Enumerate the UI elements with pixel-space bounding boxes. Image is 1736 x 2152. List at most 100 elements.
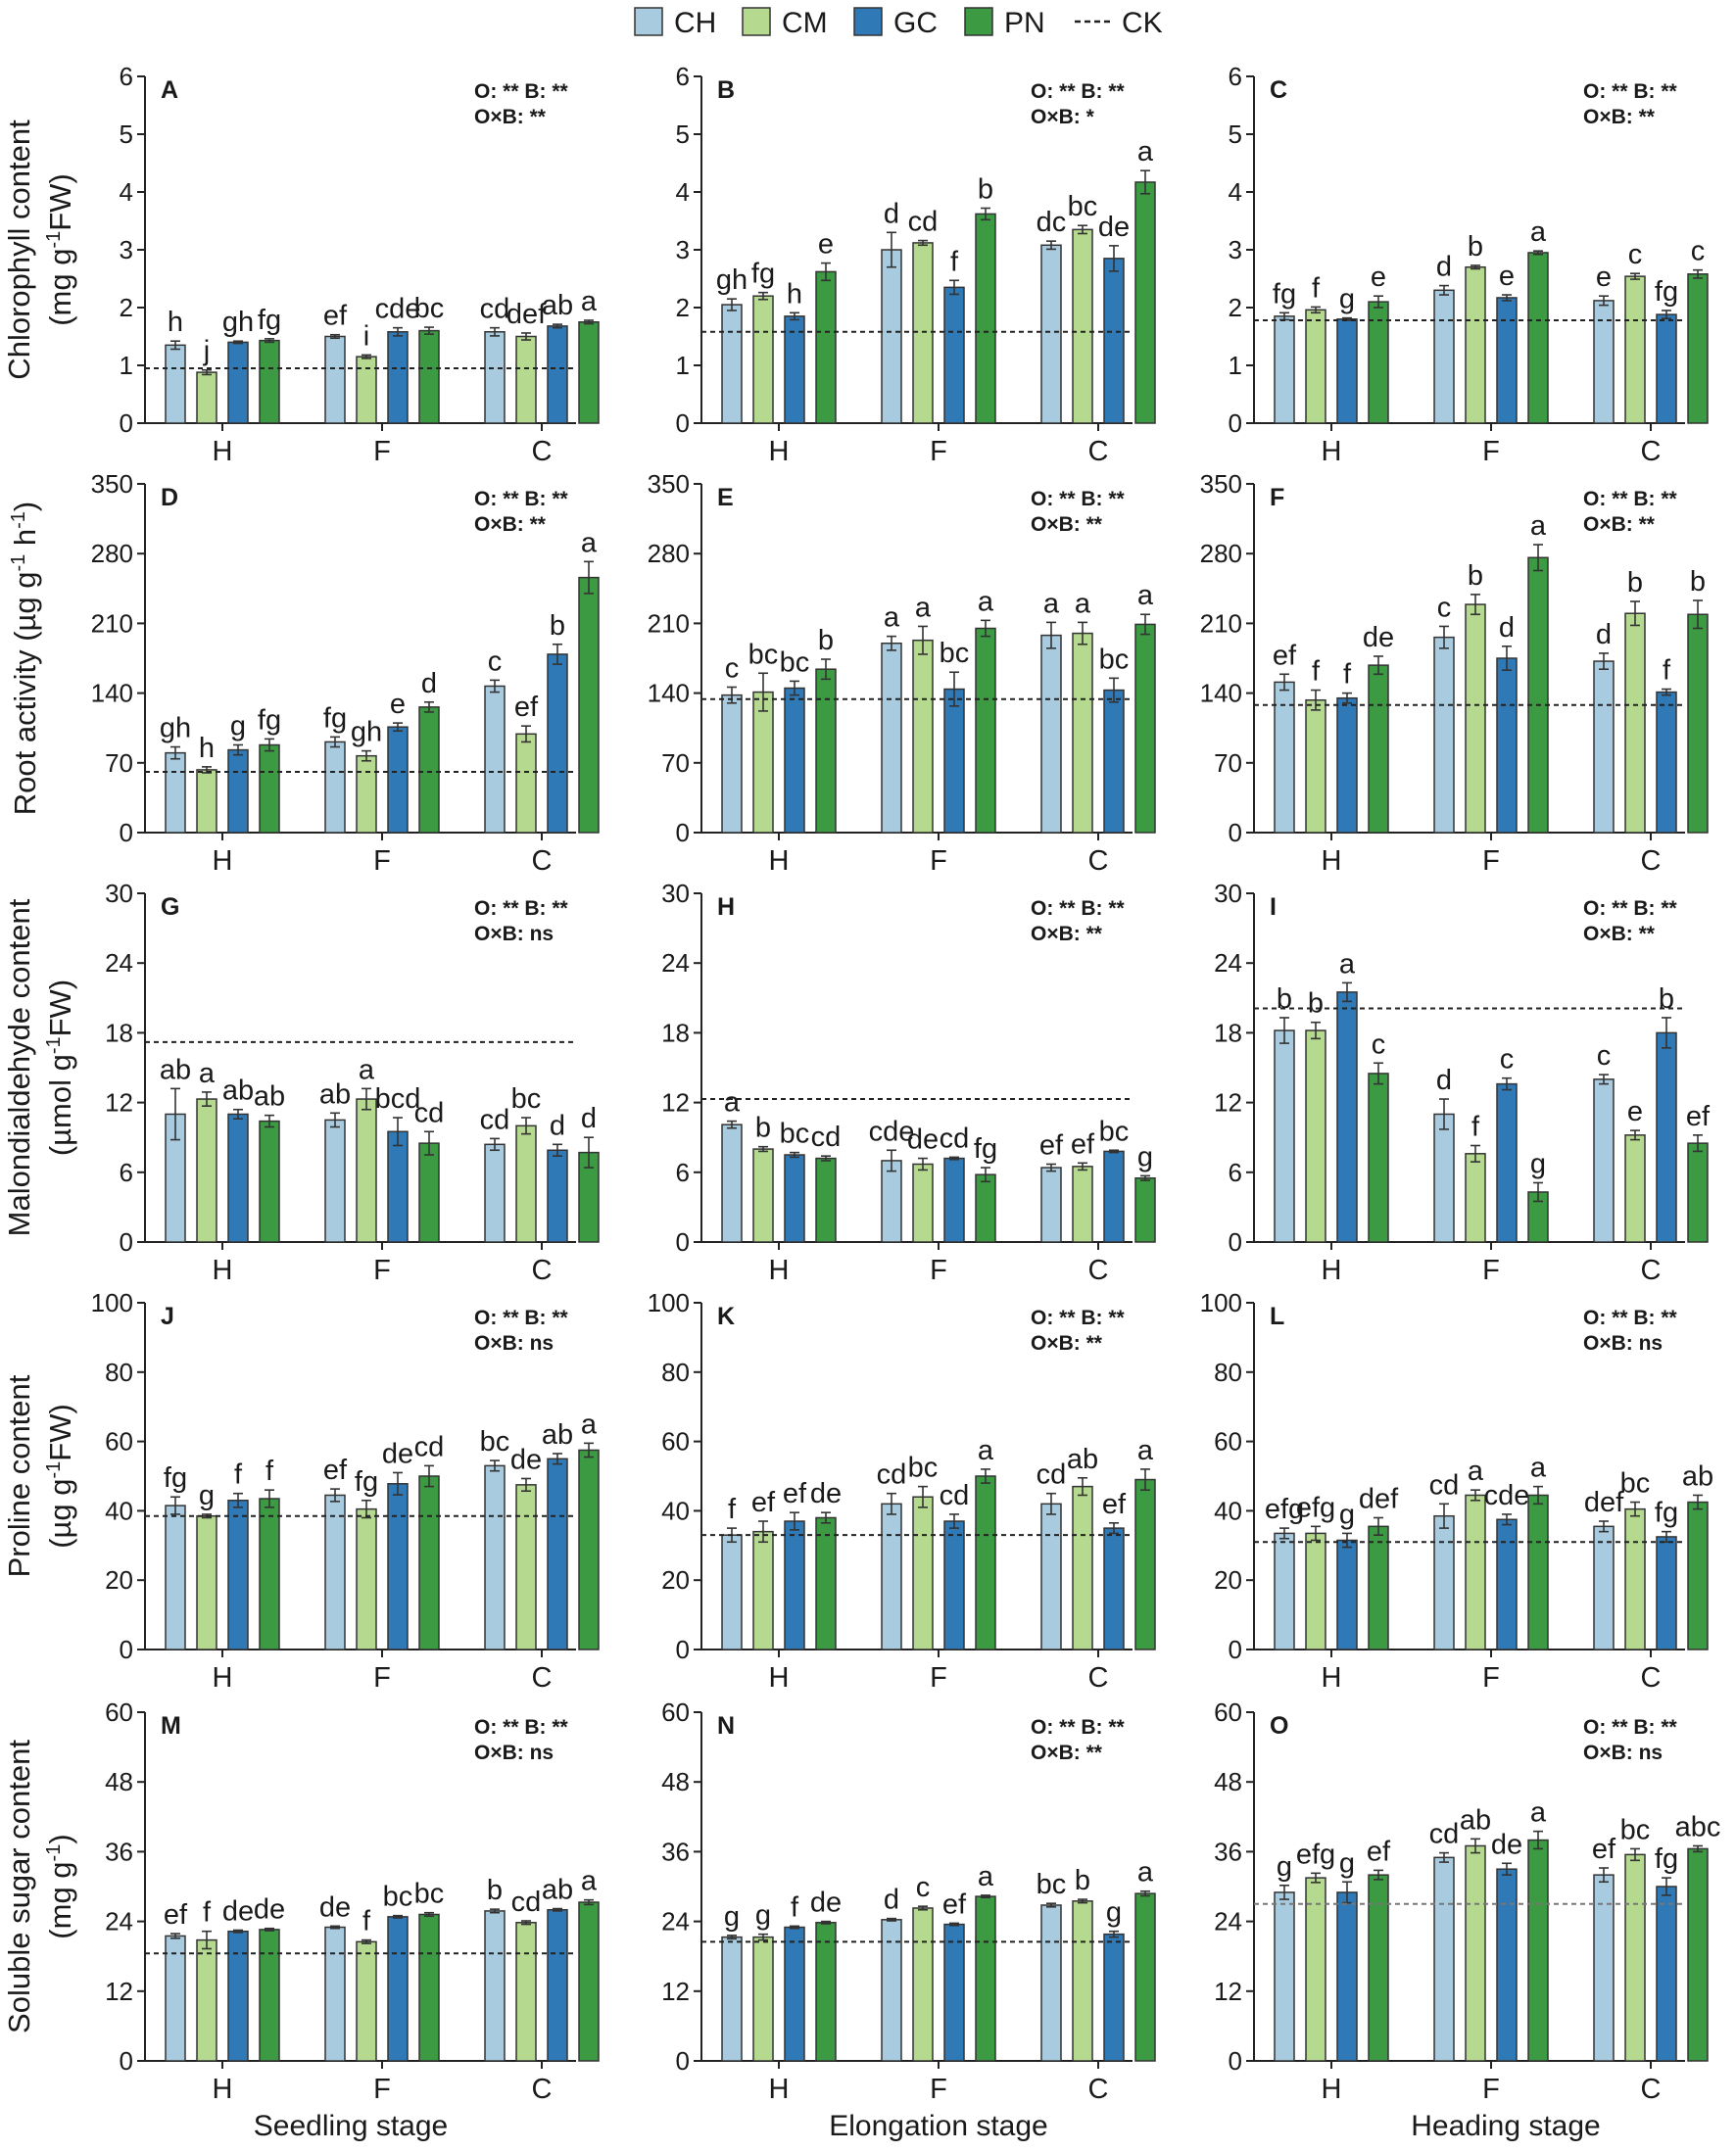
- x-tick-label-f: F: [1482, 1255, 1500, 1286]
- bar-pn-h: [815, 1516, 837, 1650]
- bar-pn-h: [259, 1498, 280, 1650]
- significance-letter: fg: [1655, 276, 1678, 308]
- significance-letter: f: [1343, 659, 1352, 691]
- significance-letter: cd: [940, 1480, 970, 1511]
- legend-label-cm: CM: [782, 7, 828, 39]
- stat-line-2: O×B: ns: [1583, 1332, 1663, 1355]
- y-tick-label: 60: [105, 1427, 133, 1457]
- x-tick-label-f: F: [1482, 2074, 1500, 2105]
- y-tick-label: 6: [1229, 1158, 1242, 1187]
- bar-gc-h: [1336, 318, 1358, 424]
- bar-gc-h: [227, 748, 249, 834]
- significance-letter: fg: [164, 1462, 187, 1494]
- bar-ch-f: [1433, 636, 1455, 834]
- y-tick-label: 0: [120, 1227, 133, 1257]
- x-tick-label-h: H: [769, 1255, 790, 1286]
- significance-letter: gh: [351, 717, 382, 748]
- stat-line-1: O: ** B: **: [1583, 80, 1678, 103]
- significance-letter: j: [203, 336, 210, 367]
- significance-letter: c: [916, 1872, 931, 1903]
- significance-letter: d: [1499, 612, 1515, 644]
- significance-letter: f: [791, 1891, 799, 1923]
- bar-pn-c: [578, 1449, 600, 1650]
- bar-cm-h: [1305, 1532, 1326, 1650]
- significance-letter: f: [950, 246, 959, 277]
- significance-letter: cde: [869, 1116, 915, 1147]
- significance-letter: a: [1530, 510, 1547, 542]
- significance-letter: g: [1277, 1851, 1292, 1883]
- y-tick-label: 12: [1214, 1088, 1242, 1118]
- significance-letter: bc: [1037, 1869, 1067, 1900]
- significance-letter: a: [1530, 1453, 1547, 1484]
- bar-gc-f: [1496, 1082, 1518, 1243]
- significance-letter: a: [199, 1058, 216, 1089]
- x-tick-label-f: F: [1482, 436, 1500, 467]
- y-tick-label: 24: [661, 1907, 690, 1937]
- significance-letter: de: [510, 1444, 542, 1475]
- bar-cm-c: [1072, 228, 1093, 424]
- y-tick-label: 4: [1229, 177, 1242, 207]
- stat-line-1: O: ** B: **: [1031, 80, 1126, 103]
- significance-letter: ef: [1102, 1489, 1127, 1520]
- stat-line-2: O×B: ns: [474, 1332, 554, 1355]
- legend-item-pn: PN: [964, 7, 1045, 39]
- bar-ch-f: [324, 1926, 346, 2062]
- bar-gc-f: [943, 286, 965, 424]
- stat-line-2: O×B: **: [1583, 106, 1656, 128]
- significance-letter: ef: [783, 1478, 807, 1509]
- y-tick-label: 36: [1214, 1837, 1242, 1866]
- x-tick-label-f: F: [373, 1255, 391, 1286]
- bar-cm-h: [196, 1098, 217, 1243]
- bar-gc-c: [547, 1458, 568, 1650]
- significance-letter: i: [363, 320, 369, 352]
- significance-letter: bc: [780, 646, 810, 678]
- y-tick-label: 24: [105, 1907, 133, 1937]
- bar-gc-c: [1103, 689, 1125, 834]
- bar-gc-c: [547, 325, 568, 424]
- bar-pn-c: [1134, 623, 1156, 834]
- bar-cm-f: [1465, 265, 1486, 424]
- significance-letter: c: [1628, 239, 1643, 270]
- y-tick-label: 210: [1200, 608, 1242, 638]
- significance-letter: a: [1075, 588, 1091, 619]
- bar-ch-f: [324, 335, 346, 424]
- significance-letter: efg: [1265, 1494, 1304, 1525]
- significance-letter: e: [1371, 262, 1386, 293]
- y-tick-label: 18: [105, 1018, 133, 1047]
- bar-gc-c: [1656, 691, 1677, 834]
- bar-ch-c: [1040, 244, 1062, 424]
- significance-letter: f: [362, 1906, 371, 1937]
- bar-cm-c: [1624, 1507, 1646, 1650]
- bar-pn-c: [1134, 1176, 1156, 1243]
- y-tick-label: 5: [676, 120, 690, 149]
- x-tick-label-c: C: [532, 845, 553, 877]
- bar-cm-h: [1305, 1029, 1326, 1243]
- y-tick-label: 0: [676, 2046, 690, 2076]
- x-tick-label-h: H: [213, 2074, 233, 2105]
- legend-item-cm: CM: [742, 7, 828, 39]
- y-tick-label: 140: [648, 679, 690, 708]
- significance-letter: f: [1471, 1112, 1480, 1143]
- panel-label: M: [161, 1712, 181, 1740]
- bar-pn-h: [1368, 1874, 1389, 2062]
- significance-letter: def: [506, 299, 547, 330]
- x-tick-label-c: C: [532, 1255, 553, 1286]
- y-tick-label: 40: [1214, 1496, 1242, 1525]
- y-tick-label: 210: [91, 608, 133, 638]
- significance-letter: ef: [1367, 1836, 1391, 1867]
- bar-cm-f: [356, 1940, 377, 2062]
- significance-letter: bc: [1099, 644, 1130, 675]
- panel-b: 0 1 2 3 4 5 6 H F Cgh d dc fg cd bc h f de e b a B O: ** B: **…: [676, 62, 1156, 467]
- x-tick-label-f: F: [930, 2074, 947, 2105]
- significance-letter: def: [1584, 1487, 1624, 1518]
- bar-gc-h: [227, 341, 249, 424]
- stage-label-1: Seedling stage: [254, 2110, 449, 2142]
- stat-line-1: O: ** B: **: [474, 1716, 569, 1739]
- y-tick-label: 5: [1229, 120, 1242, 149]
- panel-label: E: [717, 484, 734, 511]
- significance-letter: g: [1339, 1847, 1355, 1879]
- panel-m: 0 12 24 36 48 60 H F Cef de b f f cd de bc ab de bc a M O: **…: [105, 1698, 600, 2105]
